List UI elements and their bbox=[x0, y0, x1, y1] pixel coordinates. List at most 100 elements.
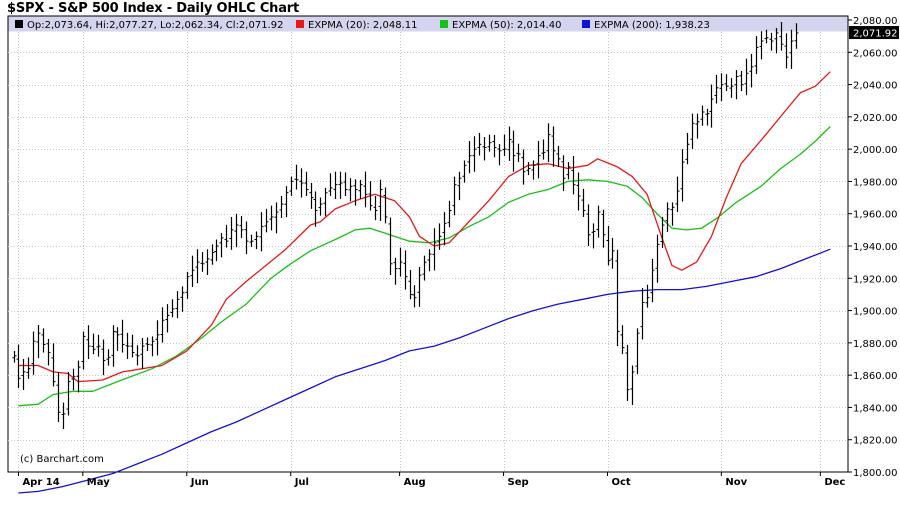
ohlc-bar bbox=[606, 225, 611, 266]
ohlc-bar bbox=[685, 133, 690, 165]
ohlc-bar bbox=[249, 234, 254, 247]
y-tick-label: 1,960.00 bbox=[853, 210, 898, 221]
ohlc-bar bbox=[388, 217, 393, 276]
ohlc-bar bbox=[318, 197, 323, 216]
ohlc-bar bbox=[467, 141, 472, 174]
ohlc-bar bbox=[779, 22, 784, 51]
ema20-line-group bbox=[18, 71, 831, 383]
last-price-marker bbox=[849, 26, 899, 40]
legend-ohlc-text: Op:2,073.64, Hi:2,077.27, Lo:2,062.34, C… bbox=[27, 20, 283, 31]
ohlc-bar bbox=[630, 365, 635, 406]
ohlc-bar bbox=[660, 216, 665, 248]
ohlc-bar bbox=[675, 176, 680, 212]
ohlc-bar bbox=[294, 164, 299, 190]
ohlc-bar bbox=[86, 325, 91, 359]
ohlc-bar bbox=[472, 136, 477, 172]
ohlc-bar bbox=[313, 191, 318, 227]
ohlc-bar bbox=[754, 36, 759, 74]
legend-swatch-ema200 bbox=[582, 20, 590, 28]
ohlc-bar bbox=[180, 286, 185, 312]
ema200-line-group bbox=[18, 248, 831, 494]
y-tick-label: 1,840.00 bbox=[853, 403, 898, 414]
ohlc-bar bbox=[635, 328, 640, 375]
ohlc-bar bbox=[51, 343, 56, 387]
y-tick-label: 1,980.00 bbox=[853, 177, 898, 188]
y-tick-label: 1,820.00 bbox=[853, 436, 898, 447]
ohlc-bar bbox=[408, 269, 413, 300]
ohlc-bar bbox=[219, 233, 224, 258]
ohlc-bar bbox=[714, 74, 719, 104]
ohlc-bar bbox=[566, 162, 571, 180]
ohlc-bar bbox=[135, 345, 140, 366]
ohlc-bar bbox=[759, 31, 764, 60]
plot-area bbox=[7, 15, 849, 473]
ohlc-bar bbox=[259, 212, 264, 252]
ohlc-bar bbox=[492, 135, 497, 158]
last-price-label: 2,071.92 bbox=[853, 29, 898, 40]
x-tick-label: Jul bbox=[294, 477, 309, 488]
ohlc-bar bbox=[744, 58, 749, 96]
ohlc-bar bbox=[680, 149, 685, 202]
ohlc-bar bbox=[244, 221, 249, 255]
ohlc-bar bbox=[427, 249, 432, 272]
ohlc-bar bbox=[205, 249, 210, 275]
ema20-line bbox=[18, 71, 831, 383]
ohlc-bar bbox=[239, 216, 244, 238]
ohlc-bar bbox=[190, 255, 195, 288]
ohlc-bar bbox=[71, 368, 76, 391]
ohlc-bar bbox=[581, 188, 586, 217]
ohlc-bar bbox=[279, 195, 284, 218]
y-tick-label: 2,000.00 bbox=[853, 145, 898, 156]
ohlc-bar bbox=[165, 304, 170, 333]
y-tick-label: 1,920.00 bbox=[853, 274, 898, 285]
ohlc-bar bbox=[734, 70, 739, 100]
ohlc-bar bbox=[41, 328, 46, 353]
ohlc-bar bbox=[130, 334, 135, 358]
ohlc-bar bbox=[511, 130, 516, 172]
ohlc-bar bbox=[610, 237, 615, 269]
ohlc-bar bbox=[61, 402, 66, 429]
y-tick-label: 1,800.00 bbox=[853, 468, 898, 479]
ohlc-bar bbox=[437, 223, 442, 250]
ohlc-bar bbox=[150, 336, 155, 357]
ohlc-bar bbox=[56, 372, 61, 422]
ohlc-bar bbox=[774, 28, 779, 54]
ohlc-bar bbox=[46, 338, 51, 366]
ohlc-bar bbox=[254, 231, 259, 250]
ohlc-bar bbox=[299, 168, 304, 198]
y-axis: 2,080.00 2,060.00 2,040.00 2,020.00 2,000.00… bbox=[848, 16, 899, 479]
ohlc-bar bbox=[200, 252, 205, 272]
ohlc-bar bbox=[521, 149, 526, 185]
ohlc-bar bbox=[36, 325, 41, 359]
ohlc-bar bbox=[224, 224, 229, 248]
y-tick-label: 2,080.00 bbox=[853, 16, 898, 27]
ohlc-bar bbox=[26, 357, 31, 379]
ohlc-bar bbox=[695, 113, 700, 139]
ohlc-bar bbox=[16, 344, 21, 389]
ohlc-bar bbox=[576, 172, 581, 211]
ohlc-bar bbox=[591, 223, 596, 249]
ohlc-bar bbox=[625, 344, 630, 401]
ohlc-bar bbox=[195, 249, 200, 284]
ohlc-bar bbox=[284, 186, 289, 218]
ohlc-bar bbox=[601, 209, 606, 248]
ohlc-bar bbox=[615, 249, 620, 347]
legend: Op:2,073.64, Hi:2,077.27, Lo:2,062.34, C… bbox=[15, 20, 710, 31]
ohlc-bar bbox=[140, 338, 145, 369]
ohlc-bar bbox=[274, 202, 279, 234]
ohlc-bar bbox=[769, 32, 774, 51]
ohlc-bar bbox=[729, 78, 734, 98]
ohlc-bar bbox=[536, 141, 541, 179]
ohlc-bar bbox=[229, 216, 234, 250]
ohlc-bar bbox=[353, 179, 358, 206]
ohlc-bar bbox=[21, 359, 26, 390]
ohlc-bar bbox=[348, 178, 353, 202]
chart-title: $SPX - S&P 500 Index - Daily OHLC Chart bbox=[7, 1, 300, 16]
ohlc-bar bbox=[620, 325, 625, 355]
ohlc-bar bbox=[333, 171, 338, 200]
ohlc-bar bbox=[81, 331, 86, 370]
ohlc-bar bbox=[442, 212, 447, 246]
legend-ema20-text: EXPMA (20): 2,048.11 bbox=[308, 20, 417, 31]
ohlc-bar bbox=[403, 250, 408, 290]
